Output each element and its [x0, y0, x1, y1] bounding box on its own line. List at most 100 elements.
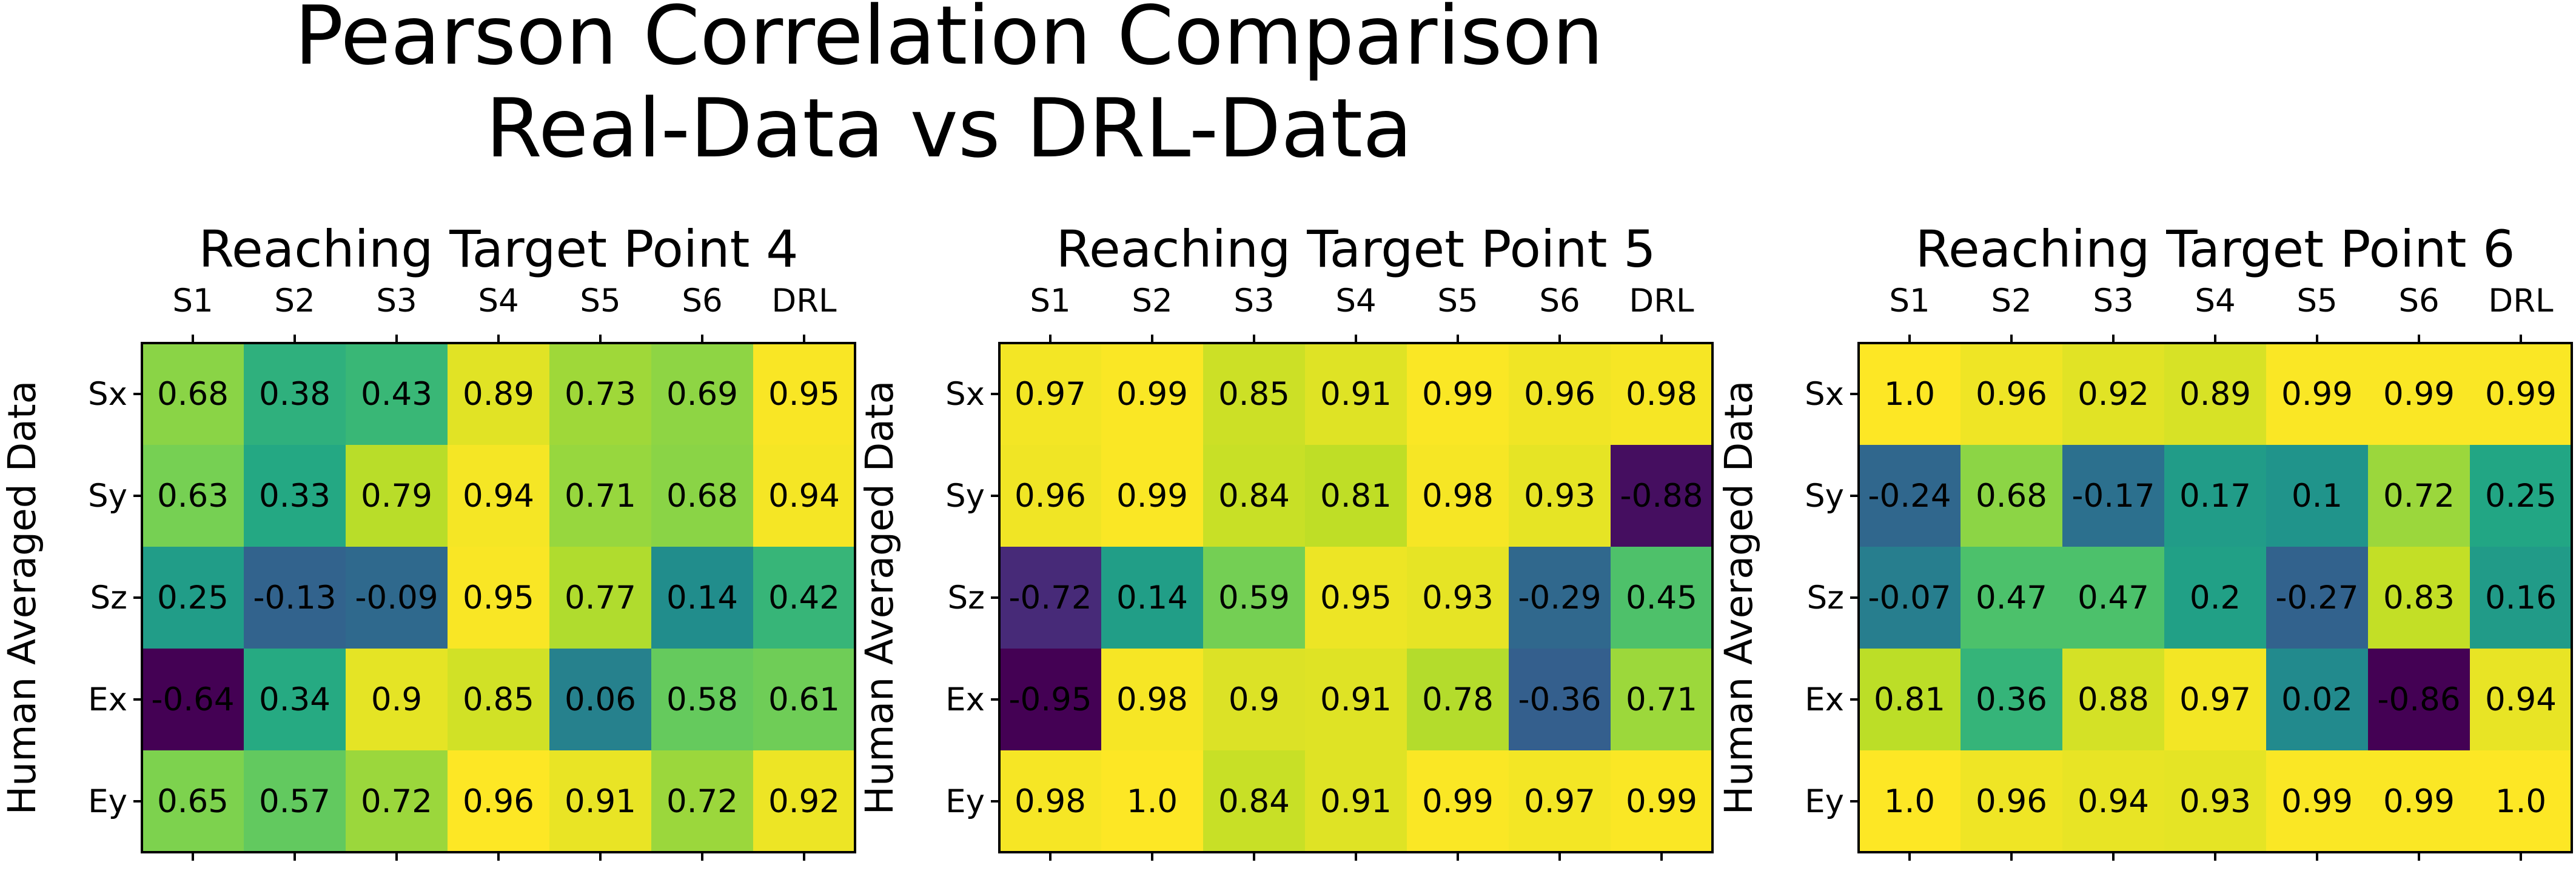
column-tick-label: S4: [2195, 282, 2235, 319]
row-tick-label: Sz: [90, 579, 127, 616]
heatmap-cell: [346, 750, 448, 853]
cell-value-label: 0.98: [1116, 681, 1188, 718]
heatmap-cell: [549, 649, 652, 751]
cell-value-label: 0.88: [2078, 681, 2149, 718]
cell-value-label: 0.61: [768, 681, 840, 718]
cell-value-label: 0.92: [768, 783, 840, 820]
row-tick-label: Ey: [88, 783, 127, 820]
heatmap-cell: [2266, 547, 2369, 649]
heatmap-cell: [2164, 343, 2267, 446]
heatmap-cell: [142, 445, 244, 547]
heatmap-cell: [753, 649, 856, 751]
cell-value-label: 0.95: [463, 579, 534, 616]
cell-value-label: 0.58: [666, 681, 738, 718]
cell-value-label: 0.99: [1116, 478, 1188, 515]
cell-value-label: -0.13: [253, 579, 336, 616]
heatmap-cell: [2266, 750, 2369, 853]
panel-title: Reaching Target Point 4: [198, 219, 798, 279]
panel-title: Reaching Target Point 6: [1915, 219, 2515, 279]
column-tick-label: S4: [1335, 282, 1376, 319]
heatmap-cell: [1101, 750, 1204, 853]
cell-value-label: -0.09: [355, 579, 438, 616]
cell-value-label: 0.38: [259, 376, 330, 413]
heatmap-cell: [448, 750, 550, 853]
heatmap-cell: [1407, 343, 1509, 446]
cell-value-label: 0.77: [565, 579, 636, 616]
heatmap-cell: [1509, 649, 1611, 751]
row-tick-label: Sy: [945, 478, 985, 515]
figure-title-line-1: Pearson Correlation Comparison: [295, 0, 1604, 83]
cell-value-label: 0.73: [565, 376, 636, 413]
cell-value-label: 0.94: [463, 478, 534, 515]
cell-value-label: 0.69: [666, 376, 738, 413]
heatmap-cell: [1961, 750, 2063, 853]
column-tick-label: S3: [2093, 282, 2133, 319]
cell-value-label: 0.17: [2179, 478, 2251, 515]
heatmap-cell: [2470, 547, 2572, 649]
cell-value-label: 0.96: [1015, 478, 1086, 515]
heatmap-cell: [753, 750, 856, 853]
cell-value-label: 0.36: [1976, 681, 2047, 718]
heatmap-cell: [1859, 547, 1961, 649]
cell-value-label: 0.68: [666, 478, 738, 515]
cell-value-label: 0.99: [2281, 783, 2353, 820]
heatmap-cell: [2368, 343, 2470, 446]
row-tick-label: Sz: [1807, 579, 1844, 616]
cell-value-label: 0.71: [565, 478, 636, 515]
cell-value-label: 0.98: [1422, 478, 1494, 515]
cell-value-label: 0.95: [1320, 579, 1392, 616]
heatmap-cell: [244, 750, 346, 853]
cell-value-label: 0.84: [1218, 783, 1290, 820]
cell-value-label: 0.93: [1422, 579, 1494, 616]
heatmap-cell: [2266, 649, 2369, 751]
cell-value-label: 0.99: [1626, 783, 1697, 820]
cell-value-label: 0.59: [1218, 579, 1290, 616]
y-axis-label: Human Averaged Data: [857, 381, 902, 815]
cell-value-label: 0.81: [1874, 681, 1945, 718]
heatmap-cell: [2164, 547, 2267, 649]
column-tick-label: S2: [274, 282, 315, 319]
cell-value-label: 0.68: [1976, 478, 2047, 515]
heatmap-cell: [346, 649, 448, 751]
heatmap-cell: [2368, 649, 2470, 751]
heatmap-cell: [1407, 750, 1509, 853]
heatmap-cell: [2368, 750, 2470, 853]
cell-value-label: -0.64: [151, 681, 234, 718]
heatmap-cell: [651, 750, 754, 853]
heatmap-cell: [549, 547, 652, 649]
heatmap-cell: [999, 750, 1102, 853]
heatmap-cell: [1407, 445, 1509, 547]
heatmap-cell: [346, 343, 448, 446]
cell-value-label: 1.0: [1884, 783, 1935, 820]
column-tick-label: DRL: [771, 282, 837, 319]
cell-value-label: 0.91: [565, 783, 636, 820]
cell-value-label: 0.85: [463, 681, 534, 718]
heatmap-cell: [651, 343, 754, 446]
heatmap-cell: [1407, 547, 1509, 649]
heatmap-cell: [1611, 445, 1713, 547]
heatmap-cell: [549, 750, 652, 853]
cell-value-label: -0.88: [1620, 478, 1703, 515]
column-tick-label: S1: [1889, 282, 1930, 319]
column-tick-label: S1: [1030, 282, 1070, 319]
heatmap-cell: [2164, 750, 2267, 853]
cell-value-label: 0.91: [1320, 681, 1392, 718]
figure-title-line-2: Real-Data vs DRL-Data: [486, 81, 1412, 176]
cell-value-label: -0.72: [1008, 579, 1092, 616]
cell-value-label: 0.97: [1524, 783, 1595, 820]
heatmap-cell: [1859, 649, 1961, 751]
heatmap-cell: [2164, 649, 2267, 751]
heatmap-cell: [346, 547, 448, 649]
heatmap-cell: [244, 547, 346, 649]
cell-value-label: 0.2: [2190, 579, 2241, 616]
heatmap-cell: [448, 445, 550, 547]
heatmap-cell: [651, 445, 754, 547]
cell-value-label: 0.96: [463, 783, 534, 820]
row-tick-label: Sy: [1805, 478, 1844, 515]
column-tick-label: S1: [172, 282, 213, 319]
cell-value-label: 0.72: [666, 783, 738, 820]
heatmap-cell: [1203, 649, 1306, 751]
cell-value-label: 0.34: [259, 681, 330, 718]
cell-value-label: 0.42: [768, 579, 840, 616]
